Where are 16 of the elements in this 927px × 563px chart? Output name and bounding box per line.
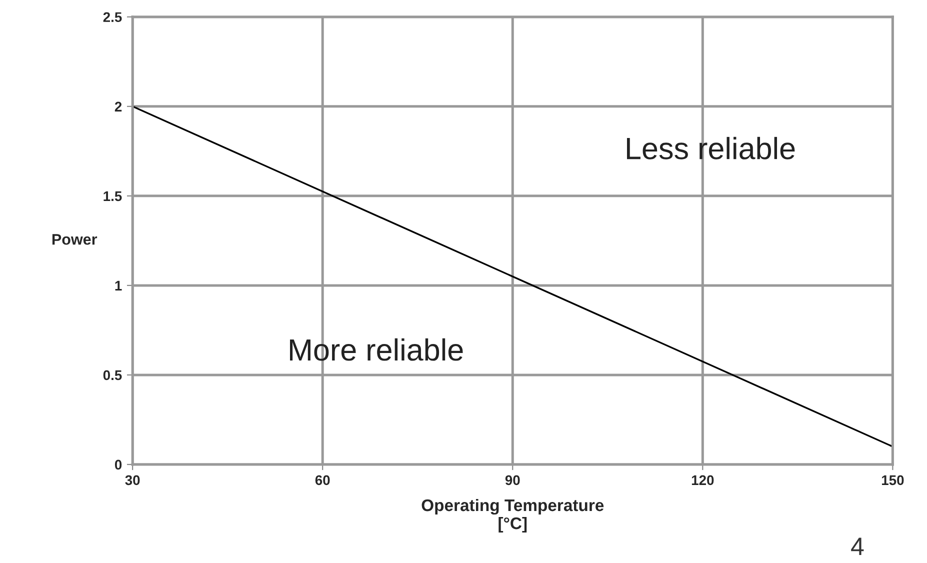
- y-tick-label: 2.5: [103, 12, 122, 22]
- x-axis-title: Operating Temperature [°C]: [422, 498, 604, 533]
- y-tick-label: 0.5: [103, 370, 122, 380]
- annotation: Less reliable: [627, 136, 795, 160]
- y-tick-label: 1.5: [104, 191, 122, 202]
- x-tick-label: 90: [505, 475, 520, 486]
- x-tick-label: 120: [692, 475, 714, 486]
- y-tick-label: 2: [114, 102, 122, 112]
- y-axis-title: Power: [52, 234, 98, 245]
- y-tick-label: 0: [114, 460, 122, 470]
- text: 4: [851, 538, 864, 555]
- y-tick-label: 1: [115, 280, 122, 290]
- x-tick-label: 60: [315, 475, 330, 486]
- x-tick-label: 150: [882, 475, 904, 486]
- x-tick-label: 30: [125, 475, 140, 486]
- annotation: More reliable: [290, 338, 463, 361]
